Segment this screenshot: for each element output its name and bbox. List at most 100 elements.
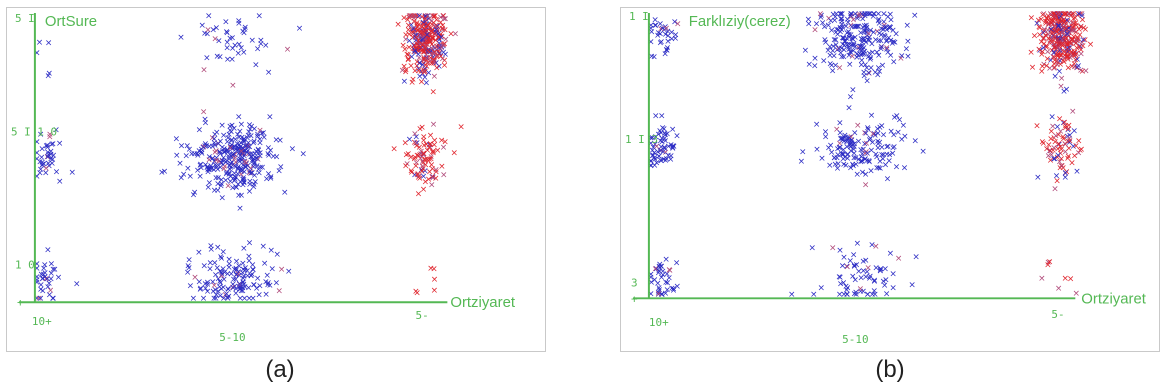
scatter-point: ×: [1065, 121, 1073, 131]
scatter-point: ×: [230, 124, 238, 134]
scatter-point: ×: [1046, 146, 1054, 156]
scatter-point: ×: [423, 38, 431, 48]
scatter-point: ×: [838, 14, 846, 24]
scatter-point: ×: [1039, 48, 1047, 58]
scatter-point: ×: [869, 290, 877, 300]
scatter-point: ×: [215, 139, 223, 149]
scatter-point: ×: [1054, 153, 1062, 163]
scatter-point: ×: [867, 55, 875, 65]
scatter-point: ×: [201, 262, 209, 272]
scatter-point: ×: [420, 136, 428, 146]
scatter-point: ×: [404, 16, 412, 26]
scatter-point: ×: [663, 24, 671, 34]
scatter-point: ×: [855, 137, 863, 147]
scatter-point: ×: [876, 138, 884, 148]
scatter-point: ×: [1036, 30, 1044, 40]
scatter-point: ×: [209, 134, 217, 144]
scatter-point: ×: [47, 286, 55, 296]
scatter-point: ×: [38, 153, 46, 163]
scatter-point: ×: [45, 162, 53, 172]
scatter-point: ×: [405, 13, 413, 23]
scatter-point: ×: [251, 125, 259, 135]
scatter-point: ×: [46, 132, 54, 142]
scatter-point: ×: [421, 44, 429, 54]
scatter-point: ×: [661, 134, 669, 144]
scatter-point: ×: [657, 156, 665, 166]
scatter-point: ×: [811, 25, 819, 35]
scatter-point: ×: [240, 168, 248, 178]
scatter-point: ×: [430, 29, 438, 39]
scatter-point: ×: [197, 164, 205, 174]
scatter-point: ×: [828, 26, 836, 36]
scatter-point: ×: [851, 261, 859, 271]
scatter-point: ×: [861, 47, 869, 57]
scatter-point: ×: [44, 275, 52, 285]
scatter-point: ×: [241, 147, 249, 157]
scatter-point: ×: [235, 150, 243, 160]
scatter-point: ×: [1072, 141, 1080, 151]
scatter-point: ×: [418, 29, 426, 39]
scatter-point: ×: [219, 265, 227, 275]
scatter-point: ×: [46, 130, 54, 140]
scatter-point: ×: [1056, 67, 1064, 77]
scatter-point: ×: [883, 150, 891, 160]
scatter-point: ×: [436, 32, 444, 42]
scatter-point: ×: [1075, 25, 1083, 35]
scatter-point: ×: [669, 125, 677, 135]
scatter-point: ×: [655, 289, 663, 299]
scatter-point: ×: [1071, 14, 1079, 24]
scatter-point: ×: [1056, 36, 1064, 46]
scatter-point: ×: [250, 163, 258, 173]
scatter-point: ×: [903, 45, 911, 55]
scatter-point: ×: [855, 43, 863, 53]
scatter-point: ×: [269, 264, 277, 274]
scatter-point: ×: [447, 30, 455, 40]
scatter-point: ×: [866, 136, 874, 146]
scatter-point: ×: [1062, 10, 1070, 20]
scatter-point: ×: [236, 127, 244, 137]
scatter-point: ×: [275, 167, 283, 177]
scatter-point: ×: [191, 150, 199, 160]
scatter-point: ×: [850, 41, 858, 51]
scatter-point: ×: [441, 25, 449, 35]
scatter-point: ×: [427, 38, 435, 48]
scatter-point: ×: [826, 51, 834, 61]
scatter-point: ×: [44, 245, 52, 255]
scatter-point: ×: [243, 142, 251, 152]
scatter-point: ×: [1045, 141, 1053, 151]
scatter-point: ×: [426, 47, 434, 57]
scatter-point: ×: [1072, 19, 1080, 29]
scatter-point: ×: [232, 275, 240, 285]
scatter-point: ×: [435, 30, 443, 40]
scatter-point: ×: [245, 139, 253, 149]
scatter-point: ×: [870, 28, 878, 38]
scatter-point: ×: [430, 12, 438, 22]
scatter-point: ×: [40, 160, 48, 170]
scatter-point: ×: [437, 13, 445, 23]
scatter-point: ×: [839, 23, 847, 33]
scatter-point: ×: [867, 26, 875, 36]
scatter-point: ×: [415, 21, 423, 31]
scatter-point: ×: [231, 151, 239, 161]
scatter-point: ×: [430, 140, 438, 150]
scatter-point: ×: [845, 43, 853, 53]
scatter-point: ×: [1048, 112, 1056, 122]
scatter-point: ×: [846, 60, 854, 70]
scatter-point: ×: [851, 42, 859, 52]
scatter-point: ×: [217, 182, 225, 192]
scatter-point: ×: [232, 158, 240, 168]
scatter-point: ×: [239, 148, 247, 158]
scatter-point: ×: [1054, 19, 1062, 29]
scatter-point: ×: [650, 151, 658, 161]
scatter-point: ×: [851, 23, 859, 33]
scatter-point: ×: [1064, 47, 1072, 57]
scatter-point: ×: [802, 46, 810, 56]
scatter-point: ×: [247, 164, 255, 174]
scatter-point: ×: [1058, 74, 1066, 84]
scatter-point: ×: [216, 148, 224, 158]
scatter-point: ×: [1068, 26, 1076, 36]
scatter-point: ×: [419, 34, 427, 44]
scatter-point: ×: [836, 118, 844, 128]
scatter-point: ×: [224, 38, 232, 48]
scatter-point: ×: [416, 151, 424, 161]
